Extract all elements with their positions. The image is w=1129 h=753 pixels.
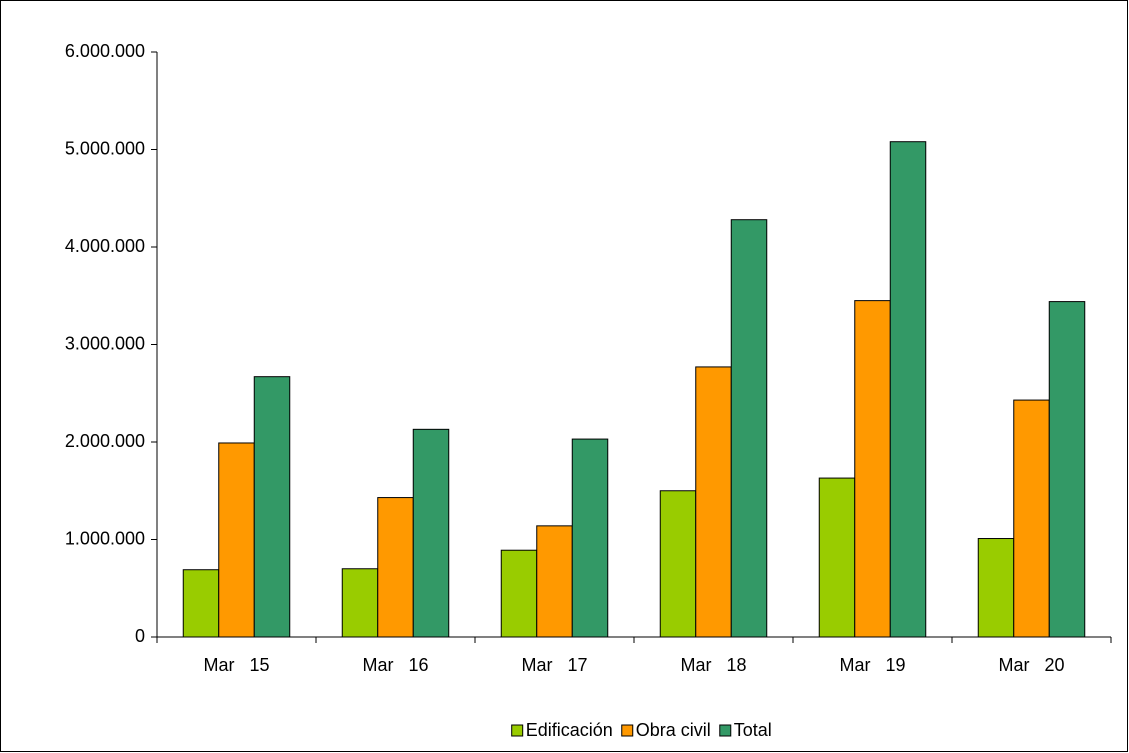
- legend-label: Edificación: [526, 720, 613, 740]
- bar: [730, 219, 768, 638]
- y-tick-label: 0: [135, 626, 145, 646]
- bar: [818, 477, 856, 638]
- x-tick-label: Mar 18: [680, 655, 746, 675]
- legend-label: Total: [734, 720, 772, 740]
- x-tick-label: Mar 15: [203, 655, 269, 675]
- legend-swatch: [621, 724, 634, 737]
- y-tick-label: 6.000.000: [65, 41, 145, 61]
- y-tick-label: 5.000.000: [65, 138, 145, 158]
- y-tick-label: 4.000.000: [65, 236, 145, 256]
- bar: [253, 376, 291, 638]
- y-tick-label: 1.000.000: [65, 528, 145, 548]
- x-tick-label: Mar 19: [839, 655, 905, 675]
- bar: [659, 490, 697, 638]
- x-tick-label: Mar 16: [362, 655, 428, 675]
- bar: [695, 366, 732, 638]
- bar: [854, 300, 891, 638]
- bar: [341, 568, 379, 638]
- y-tick-label: 2.000.000: [65, 431, 145, 451]
- bar: [536, 525, 573, 638]
- bar: [571, 438, 609, 638]
- x-tick-label: Mar 17: [521, 655, 587, 675]
- bar: [500, 549, 538, 638]
- bar: [889, 141, 927, 638]
- legend-label: Obra civil: [636, 720, 711, 740]
- bar: [1048, 301, 1086, 638]
- bar: [977, 538, 1015, 638]
- bar: [1013, 399, 1050, 638]
- y-tick-label: 3.000.000: [65, 333, 145, 353]
- bar: [218, 442, 255, 638]
- legend-swatch: [511, 724, 524, 737]
- x-tick-label: Mar 20: [998, 655, 1064, 675]
- bar: [412, 428, 450, 638]
- bar: [182, 569, 220, 638]
- bar: [377, 497, 414, 638]
- legend-swatch: [719, 724, 732, 737]
